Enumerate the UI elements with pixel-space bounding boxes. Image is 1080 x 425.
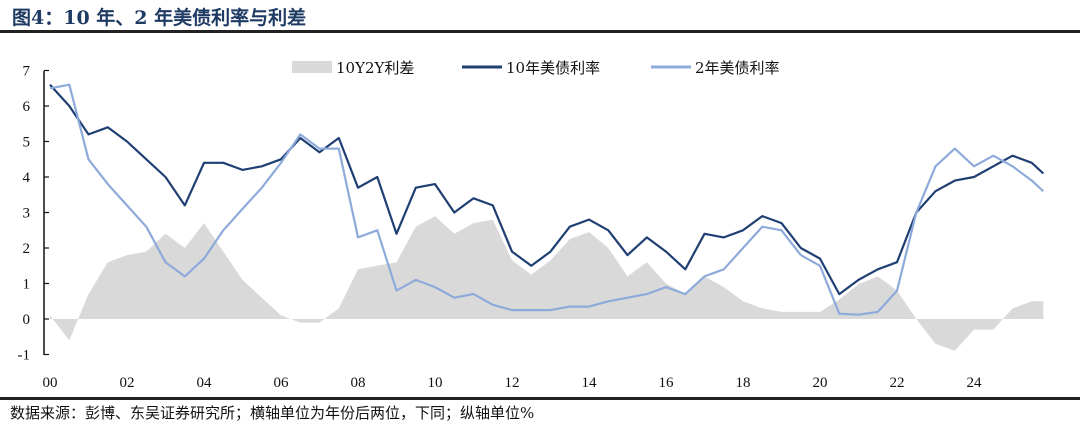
y-tick-label: 5 <box>23 135 31 151</box>
y-tick-label: 2 <box>23 241 31 257</box>
y-tick-label: 6 <box>23 99 31 115</box>
figure-title: 图4：10 年、2 年美债利率与利差 <box>12 7 307 29</box>
x-tick-label: 22 <box>890 375 905 391</box>
y-tick-label: 1 <box>23 277 31 293</box>
legend-label: 10年美债利率 <box>506 59 600 77</box>
y-tick-label: 0 <box>23 312 31 328</box>
x-tick-label: 20 <box>813 375 828 391</box>
series-area-spread <box>50 216 1044 351</box>
legend-swatch-spread <box>292 61 332 73</box>
bottom-divider <box>0 397 1080 400</box>
x-tick-label: 24 <box>967 375 983 391</box>
y-tick-label: 7 <box>23 64 31 80</box>
y-tick-label: 4 <box>23 170 31 186</box>
source-note: 数据来源：彭博、东吴证券研究所；横轴单位为年份后两位，下同；纵轴单位% <box>10 404 535 422</box>
x-tick-label: 02 <box>120 375 135 391</box>
x-tick-label: 08 <box>351 375 366 391</box>
top-divider <box>0 30 1080 33</box>
legend-label: 2年美债利率 <box>695 59 780 77</box>
y-tick-label: -1 <box>18 348 31 364</box>
legend-label: 10Y2Y利差 <box>336 59 414 77</box>
x-tick-label: 16 <box>659 375 675 391</box>
x-tick-label: 12 <box>505 375 520 391</box>
x-tick-label: 06 <box>274 375 290 391</box>
x-tick-label: 00 <box>43 375 58 391</box>
x-tick-label: 04 <box>197 375 213 391</box>
x-tick-label: 10 <box>428 375 443 391</box>
series-line-1 <box>49 83 1045 296</box>
x-tick-label: 18 <box>736 375 751 391</box>
y-tick-label: 3 <box>23 206 31 222</box>
series-line-2 <box>49 83 1045 316</box>
x-tick-label: 14 <box>582 375 598 391</box>
